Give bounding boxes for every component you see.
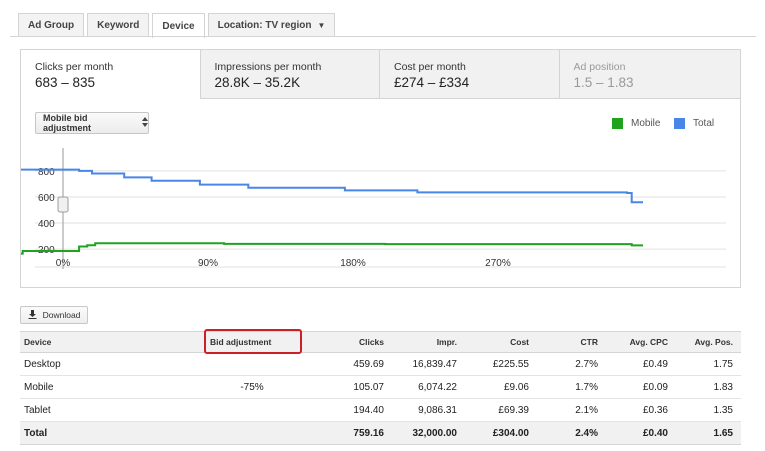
metric-name: Impressions per month (214, 61, 322, 73)
table-row: Mobile -75% 105.07 6,074.22 £9.06 1.7% £… (20, 375, 741, 399)
cell-clicks: 194.40 (298, 398, 392, 422)
col-header-avg-cpc[interactable]: Avg. CPC (606, 331, 676, 353)
y-tick-label: 600 (38, 193, 55, 204)
metric-impressions[interactable]: Impressions per month 28.8K – 35.2K (200, 50, 380, 99)
tab-location[interactable]: Location: TV region ▼ (207, 13, 336, 37)
cell-clicks: 105.07 (298, 375, 392, 399)
table-row: Desktop 459.69 16,839.47 £225.55 2.7% £0… (20, 352, 741, 376)
cell-bid-adjustment[interactable]: -75% (206, 375, 298, 399)
col-header-avg-pos[interactable]: Avg. Pos. (676, 331, 741, 353)
cell-bid-adjustment[interactable] (206, 398, 298, 422)
legend-total: Total (674, 118, 714, 129)
y-tick-label: 800 (38, 167, 55, 178)
legend-label: Mobile (631, 118, 661, 129)
tab-ad-group[interactable]: Ad Group (18, 13, 85, 37)
tab-bar: Ad Group Keyword Device Location: TV reg… (18, 13, 336, 38)
cell-ctr: 2.4% (537, 421, 606, 445)
cell-avg-pos: 1.65 (676, 421, 741, 445)
tab-label: Ad Group (28, 20, 75, 31)
metric-value: £274 – £334 (394, 75, 470, 90)
download-icon (28, 309, 37, 321)
tab-keyword[interactable]: Keyword (87, 13, 150, 37)
cell-ctr: 1.7% (537, 375, 606, 399)
metric-name: Clicks per month (35, 61, 114, 73)
metric-tabs: Clicks per month 683 – 835 Impressions p… (21, 50, 740, 99)
metric-name: Cost per month (394, 61, 466, 73)
x-tick-label: 90% (198, 258, 218, 269)
tab-label: Device (162, 20, 195, 32)
y-tick-label: 400 (38, 219, 55, 230)
col-header-clicks[interactable]: Clicks (298, 331, 392, 353)
cell-cost: £69.39 (465, 398, 537, 422)
cell-ctr: 2.7% (537, 352, 606, 376)
cell-device: Tablet (20, 398, 206, 422)
series-line-mobile (21, 242, 643, 255)
metric-cost[interactable]: Cost per month £274 – £334 (380, 50, 560, 99)
table-header-row: Device Bid adjustment Clicks Impr. Cost … (20, 331, 741, 353)
bid-adjustment-highlight (204, 329, 302, 354)
cell-ctr: 2.1% (537, 398, 606, 422)
up-down-arrows-icon (142, 117, 148, 129)
download-label: Download (42, 310, 81, 320)
cell-avg-cpc: £0.36 (606, 398, 676, 422)
col-header-cost[interactable]: Cost (465, 331, 537, 353)
metric-ad-position[interactable]: Ad position 1.5 – 1.83 (559, 50, 740, 99)
cell-cost: £9.06 (465, 375, 537, 399)
tabs-divider (10, 36, 756, 37)
col-header-ctr[interactable]: CTR (537, 331, 606, 353)
legend-swatch-total (674, 118, 685, 129)
cell-device: Total (20, 421, 206, 445)
metric-value: 1.5 – 1.83 (573, 75, 634, 90)
cell-cost: £225.55 (465, 352, 537, 376)
col-header-device[interactable]: Device (20, 331, 206, 353)
metric-name: Ad position (573, 61, 626, 73)
cell-device: Mobile (20, 375, 206, 399)
cell-avg-pos: 1.83 (676, 375, 741, 399)
metric-value: 28.8K – 35.2K (214, 75, 301, 90)
legend-mobile: Mobile (612, 118, 660, 129)
metric-clicks[interactable]: Clicks per month 683 – 835 (21, 50, 201, 99)
cell-impr: 32,000.00 (392, 421, 465, 445)
cell-avg-pos: 1.75 (676, 352, 741, 376)
x-tick-label: 270% (485, 258, 511, 269)
cell-cost: £304.00 (465, 421, 537, 445)
cell-impr: 9,086.31 (392, 398, 465, 422)
col-header-bid-adjustment[interactable]: Bid adjustment (206, 331, 298, 353)
caret-down-icon: ▼ (317, 21, 326, 30)
tab-device[interactable]: Device (152, 13, 205, 38)
table-total-row: Total 759.16 32,000.00 £304.00 2.4% £0.4… (20, 421, 741, 445)
cell-bid-adjustment[interactable] (206, 352, 298, 376)
series-line-total (21, 168, 643, 204)
cell-impr: 6,074.22 (392, 375, 465, 399)
col-header-impr[interactable]: Impr. (392, 331, 465, 353)
cell-avg-cpc: £0.40 (606, 421, 676, 445)
cell-avg-pos: 1.35 (676, 398, 741, 422)
cell-clicks: 459.69 (298, 352, 392, 376)
select-label: Mobile bid adjustment (43, 113, 92, 133)
bid-adjustment-select[interactable]: Mobile bid adjustment (35, 112, 149, 134)
tab-label: Location: TV region (217, 20, 312, 31)
cell-impr: 16,839.47 (392, 352, 465, 376)
bid-simulator-panel: Clicks per month 683 – 835 Impressions p… (20, 49, 741, 288)
x-tick-label: 180% (340, 258, 366, 269)
tab-label: Keyword (97, 20, 140, 31)
cell-bid-adjustment (206, 421, 298, 445)
device-table: Device Bid adjustment Clicks Impr. Cost … (20, 331, 741, 445)
download-button[interactable]: Download (20, 306, 88, 324)
cell-avg-cpc: £0.09 (606, 375, 676, 399)
slider-handle-icon (57, 196, 69, 213)
legend-swatch-mobile (612, 118, 623, 129)
cell-device: Desktop (20, 352, 206, 376)
legend-label: Total (693, 118, 715, 129)
table-row: Tablet 194.40 9,086.31 £69.39 2.1% £0.36… (20, 398, 741, 422)
metric-value: 683 – 835 (35, 75, 96, 90)
cell-clicks: 759.16 (298, 421, 392, 445)
cell-avg-cpc: £0.49 (606, 352, 676, 376)
